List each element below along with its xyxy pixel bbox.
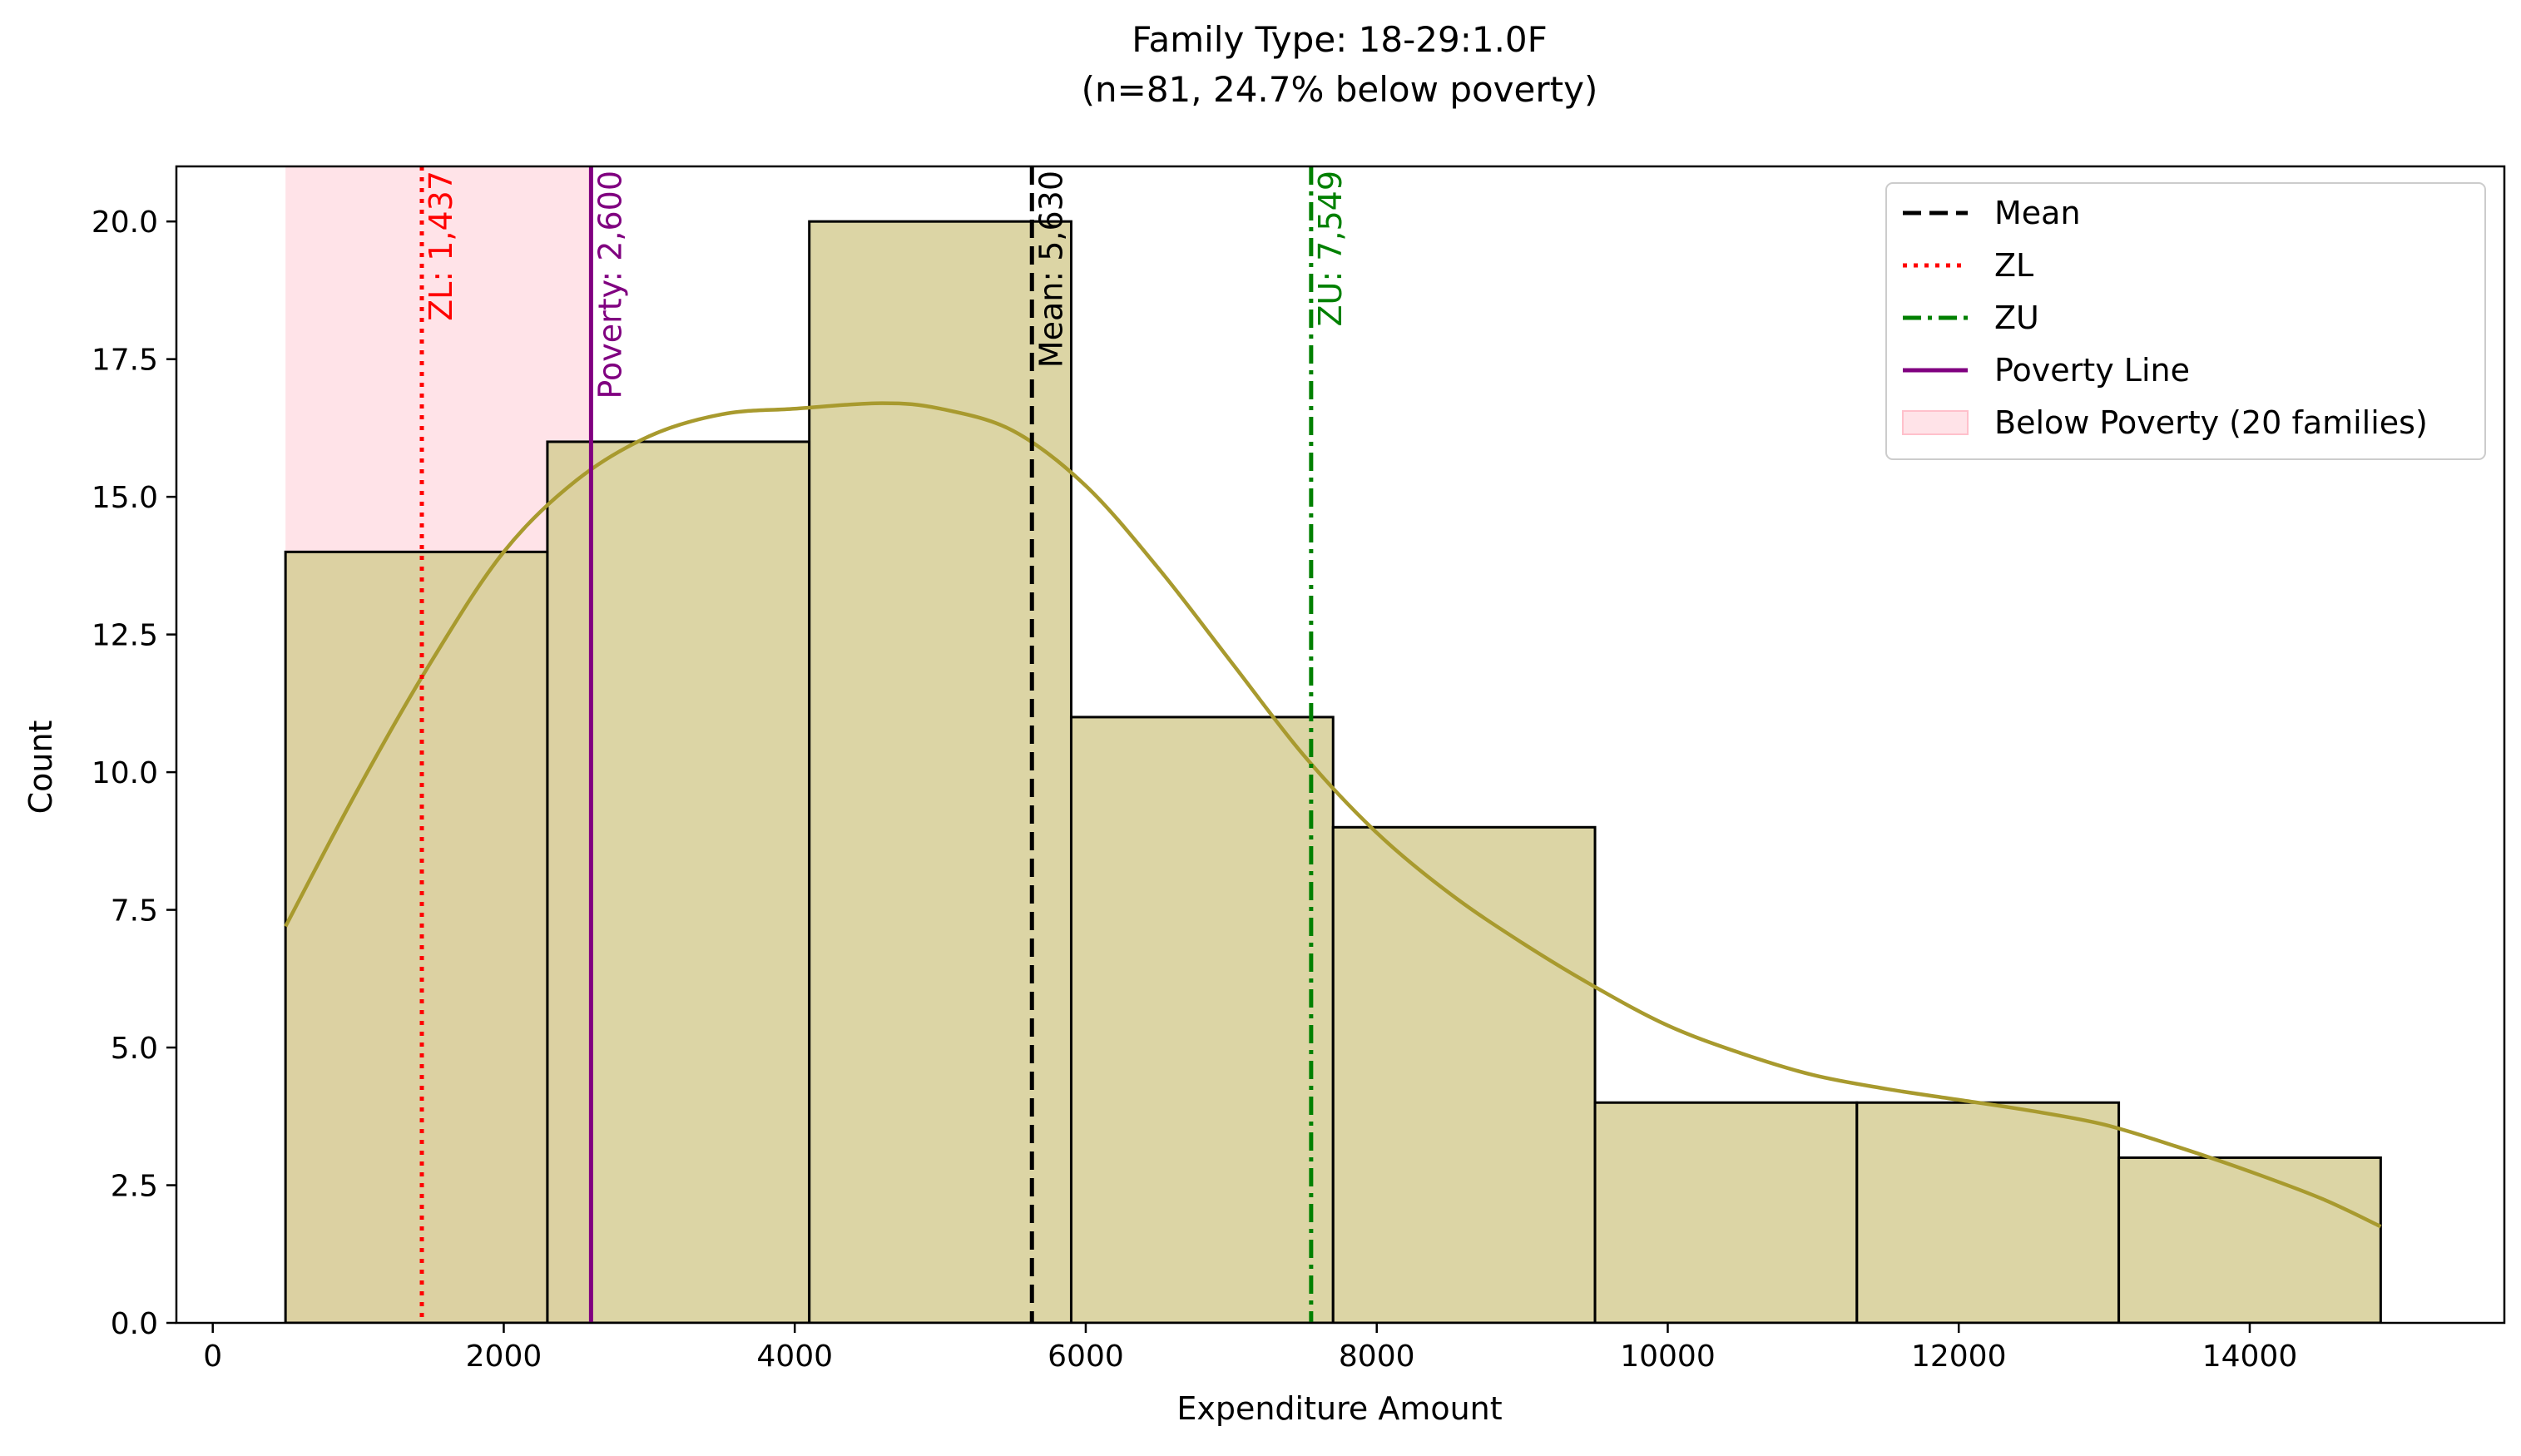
histogram-bar-4 — [1069, 716, 1335, 1323]
mean-label: Mean: 5,630 — [1033, 171, 1069, 368]
y-tick-label: 17.5 — [92, 344, 158, 378]
y-tick-label: 2.5 — [111, 1170, 158, 1204]
x-tick-label: 10000 — [1620, 1340, 1716, 1374]
x-tick-label: 14000 — [2202, 1340, 2298, 1374]
zl-label: ZL: 1,437 — [423, 171, 459, 321]
histogram-bar-6 — [1593, 1101, 1859, 1323]
legend: Mean ZL ZU Poverty Line Below Poverty (20 fa… — [1885, 182, 2486, 460]
plot-area: Mean: 5,630 ZL: 1,437 ZU: 7,549 Poverty: 2,… — [284, 166, 2382, 1323]
y-tick-label: 5.0 — [111, 1032, 158, 1066]
chart-title: Family Type: 18-29:1.0F — [1132, 19, 1548, 60]
y-axis-label: Count — [22, 721, 59, 815]
x-tick-label: 0 — [203, 1340, 222, 1374]
kde-curve — [284, 401, 2382, 1229]
y-tick-label: 7.5 — [111, 894, 158, 929]
histogram-bar-8 — [2117, 1156, 2382, 1323]
y-tick-label: 0.0 — [111, 1307, 158, 1341]
y-tick-label: 12.5 — [92, 619, 158, 653]
y-tick-label: 15.0 — [92, 481, 158, 515]
histogram-bar-2 — [546, 440, 811, 1323]
axes: 0 2000 4000 6000 8000 10000 12000 14000 0.0 2.5 5.… — [92, 165, 2506, 1374]
legend-swatch-below — [1902, 410, 1969, 435]
x-tick-label: 6000 — [1048, 1340, 1124, 1374]
x-tick-label: 12000 — [1911, 1340, 2007, 1374]
histogram-bar-5 — [1331, 825, 1597, 1323]
legend-box — [1885, 182, 2486, 460]
x-tick-label: 8000 — [1339, 1340, 1415, 1374]
legend-label-zu: ZU — [1994, 300, 2039, 336]
legend-label-poverty: Poverty Line — [1994, 352, 2190, 389]
poverty-line-label: Poverty: 2,600 — [592, 171, 628, 399]
x-axis-label: Expenditure Amount — [1176, 1390, 1502, 1427]
x-tick-label: 4000 — [756, 1340, 833, 1374]
x-tick-label: 2000 — [466, 1340, 542, 1374]
axes-frame — [175, 165, 2506, 1325]
histogram-bar-7 — [1855, 1101, 2121, 1323]
chart-subtitle: (n=81, 24.7% below poverty) — [1082, 69, 1598, 110]
histogram-bar-1 — [284, 550, 549, 1323]
y-tick-label: 10.0 — [92, 756, 158, 790]
zu-label: ZU: 7,549 — [1312, 171, 1349, 327]
legend-label-mean: Mean — [1994, 195, 2081, 231]
y-tick-label: 20.0 — [92, 206, 158, 240]
legend-label-below: Below Poverty (20 families) — [1994, 404, 2428, 441]
legend-label-zl: ZL — [1994, 247, 2033, 284]
